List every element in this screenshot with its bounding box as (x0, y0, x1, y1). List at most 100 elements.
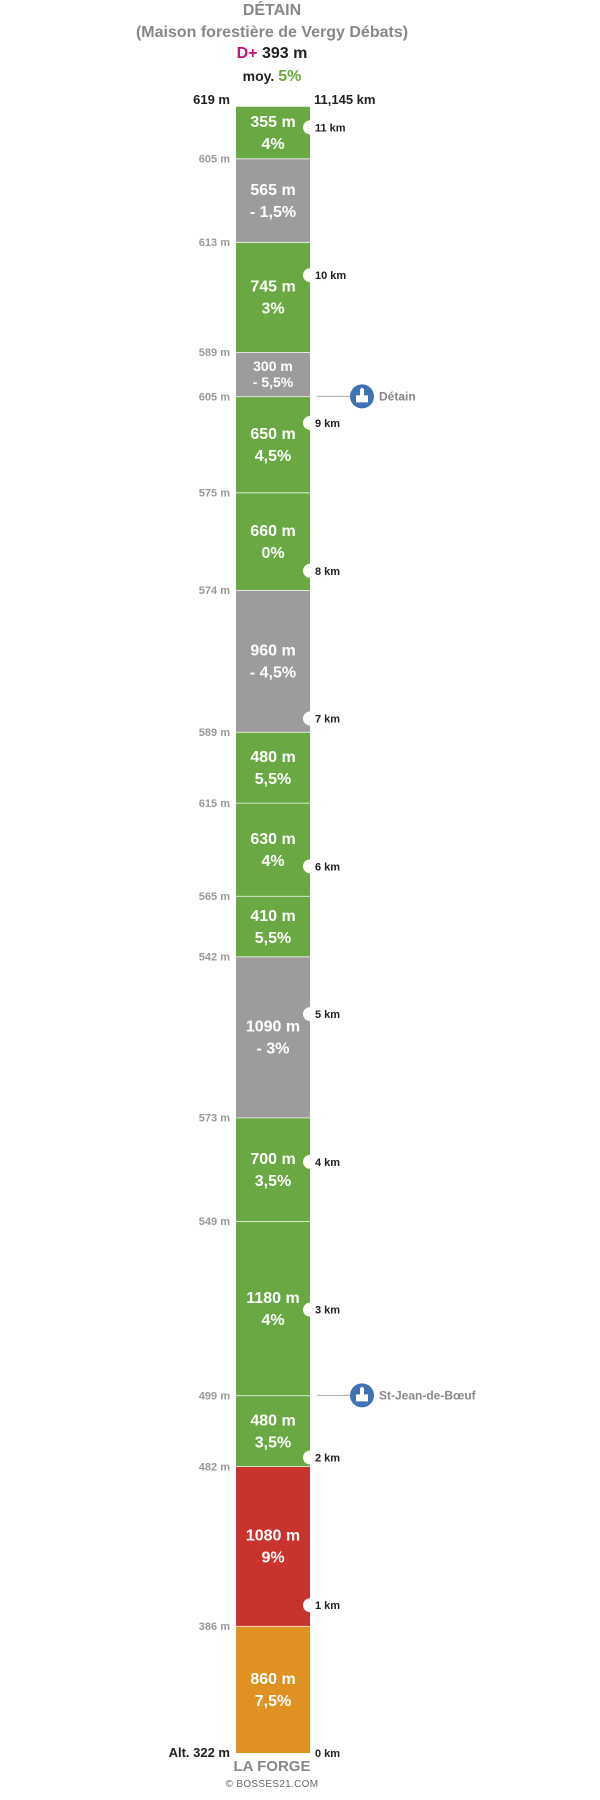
segment-length-label: 660 m (250, 523, 295, 540)
km-label: 4 km (315, 1157, 340, 1169)
altitude-label: 613 m (199, 237, 230, 249)
km-label: 11 km (315, 122, 346, 134)
altitude-label: 615 m (199, 798, 230, 810)
segment-bar (236, 106, 310, 159)
segment-bar (236, 352, 310, 397)
km-label: 8 km (315, 566, 340, 578)
segment-length-label: 745 m (250, 279, 295, 296)
km-notch (303, 1302, 310, 1317)
km-notch (303, 1598, 310, 1613)
segment-length-label: 480 m (250, 749, 295, 766)
segment-grade-label: - 1,5% (250, 204, 296, 221)
segment-length-label: 300 m (253, 358, 293, 374)
km-notch (303, 1450, 310, 1465)
average-value: 5% (278, 68, 302, 85)
segment-grade-label: 5,5% (255, 930, 291, 947)
segment-bar (236, 895, 310, 957)
segment-length-label: 480 m (250, 1412, 295, 1429)
segment-grade-label: 7,5% (255, 1693, 291, 1710)
segment-length-label: 630 m (250, 831, 295, 848)
segment-length-label: 355 m (250, 114, 295, 131)
km-notch (303, 1007, 310, 1022)
segment-length-label: 700 m (250, 1151, 295, 1168)
segment-length-label: 410 m (250, 908, 295, 925)
segment-bar (236, 1625, 310, 1753)
altitude-label: 482 m (199, 1461, 230, 1473)
segment-bar (236, 1395, 310, 1467)
segment-length-label: 1090 m (246, 1019, 300, 1036)
segment-bar (236, 492, 310, 590)
church-glyph (356, 1386, 368, 1402)
altitude-label: 573 m (199, 1113, 230, 1125)
km-label: 1 km (315, 1600, 340, 1612)
summit-title: DÉTAIN (242, 2, 302, 19)
km-notch (303, 1154, 310, 1169)
segment-bar (236, 241, 310, 353)
segment-grade-label: - 3% (257, 1041, 290, 1058)
altitude-label: 605 m (199, 153, 230, 165)
segment-length-label: 650 m (250, 426, 295, 443)
km-notch (303, 415, 310, 430)
start-altitude-label: Alt. 322 m (169, 1745, 230, 1760)
poi-label: St-Jean-de-Bœuf (379, 1388, 477, 1402)
start-location: LA FORGE (233, 1758, 311, 1775)
segment-grade-label: 3% (261, 301, 284, 318)
altitude-label: 605 m (199, 391, 230, 403)
segment-grade-label: 9% (261, 1550, 284, 1567)
credit: © BOSSES21.COM (225, 1779, 319, 1790)
altitude-label: 386 m (199, 1621, 230, 1633)
segment-grade-label: 4,5% (255, 448, 291, 465)
km-label: 10 km (315, 270, 346, 282)
altitude-label: 499 m (199, 1390, 230, 1402)
altitude-label: 542 m (199, 951, 230, 963)
segment-grade-label: 4% (261, 136, 284, 153)
segment-grade-label: 4% (261, 853, 284, 870)
segment-bar (236, 802, 310, 896)
segment-length-label: 1080 m (246, 1528, 300, 1545)
segment-bar (236, 396, 310, 493)
segment-grade-label: 3,5% (255, 1434, 291, 1451)
altitude-label: 575 m (199, 487, 230, 499)
segment-bar (236, 1220, 310, 1396)
poi-label: Détain (379, 389, 416, 403)
top-altitude-label: 619 m (193, 92, 230, 107)
summit-subtitle: (Maison forestière de Vergy Débats) (135, 24, 409, 41)
segment-length-label: 565 m (250, 182, 295, 199)
average-grade: moy. 5% (0, 68, 544, 86)
altitude-label: 589 m (199, 727, 230, 739)
altitude-label: 574 m (199, 585, 230, 597)
segment-bar (236, 158, 310, 242)
km-notch (303, 268, 310, 283)
km-label: 6 km (315, 861, 340, 873)
km-label: 7 km (315, 714, 340, 726)
segment-grade-label: 0% (261, 545, 284, 562)
elevation-gain: D+ 393 m (0, 45, 544, 63)
segment-bar (236, 1117, 310, 1221)
segment-length-label: 860 m (250, 1671, 295, 1688)
segment-grade-label: 5,5% (255, 771, 291, 788)
segment-grade-label: - 4,5% (250, 665, 296, 682)
km-label: 2 km (315, 1452, 340, 1464)
segment-grade-label: 4% (261, 1312, 284, 1329)
segment-grade-label: 3,5% (255, 1173, 291, 1190)
km-notch (303, 563, 310, 578)
dplus-value: 393 m (261, 45, 308, 62)
total-distance-label: 11,145 km (314, 92, 375, 107)
segment-length-label: 1180 m (246, 1290, 299, 1307)
segment-grade-label: - 5,5% (253, 374, 294, 390)
segment-bar (236, 731, 310, 803)
altitude-label: 565 m (199, 891, 230, 903)
average-label: moy. (242, 68, 275, 84)
segment-bar (236, 956, 310, 1118)
segment-length-label: 960 m (250, 643, 295, 660)
km-notch (303, 711, 310, 726)
segment-bar (236, 589, 310, 732)
km-label: 5 km (315, 1009, 340, 1021)
segment-bar (236, 1466, 310, 1626)
km-label: 3 km (315, 1305, 340, 1317)
altitude-label: 549 m (199, 1216, 230, 1228)
km-notch (303, 120, 310, 135)
altitude-label: 589 m (199, 347, 230, 359)
